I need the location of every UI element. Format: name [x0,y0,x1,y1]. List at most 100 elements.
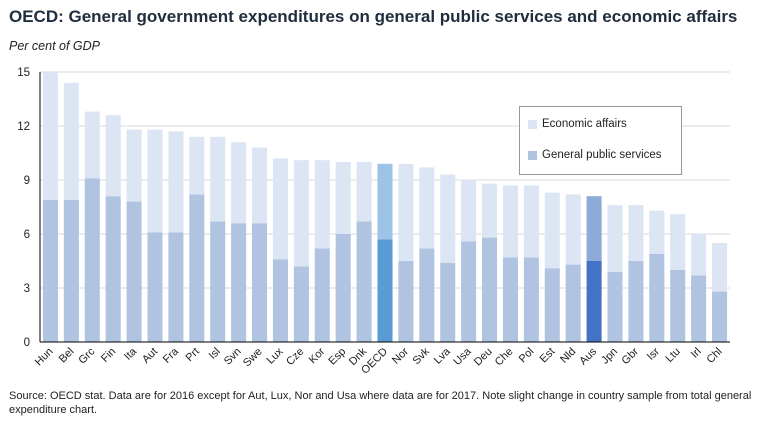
bar-econ-irl [691,234,707,276]
bar-econ-ltu [670,214,686,270]
bar-econ-lux [272,158,288,260]
bar-gps-dnk [356,221,372,342]
bar-gps-nld [565,264,581,342]
y-tick-label-0: 0 [24,337,30,349]
x-tick-label-lva: Lva [432,345,454,367]
bar-gps-chl [712,291,728,342]
bar-gps-grc [84,178,100,342]
bar-gps-deu [482,237,498,342]
x-tick-label-lux: Lux [265,345,286,366]
x-tick-label-gbr: Gbr [620,345,642,367]
bar-gps-pol [523,257,539,342]
bar-gps-aus [586,261,602,342]
legend-swatch-general-public-services [528,150,537,160]
x-tick-label-deu: Deu [472,346,495,369]
x-tick-label-hun: Hun [33,346,56,369]
bar-econ-ita [126,129,142,202]
y-tick-label-6: 6 [24,229,30,241]
bar-gps-aut [147,232,163,342]
bar-gps-irl [691,275,707,342]
bar-econ-chl [712,243,728,292]
x-tick-label-ita: Ita [122,345,140,363]
bar-gps-prt [189,194,205,342]
bar-econ-aus [586,196,602,261]
x-tick-label-nor: Nor [390,345,411,366]
bar-econ-fra [168,131,184,233]
bar-gps-hun [42,199,58,342]
legend-label-economic-affairs: Economic affairs [542,118,627,130]
bar-econ-deu [482,183,498,238]
x-tick-label-kor: Kor [307,345,328,366]
x-tick-label-fra: Fra [161,345,182,366]
bar-gps-isl [210,221,226,342]
bar-gps-fin [105,196,121,342]
x-tick-label-bel: Bel [57,346,77,366]
bar-econ-cze [293,160,309,267]
bar-gps-ltu [670,270,686,342]
bar-econ-aut [147,129,163,233]
x-tick-label-chl: Chl [705,346,725,366]
bar-gps-oecd [377,239,393,342]
bar-gps-usa [461,241,477,342]
x-tick-label-swe: Swe [241,346,265,370]
bar-gps-svk [419,248,435,342]
bar-gps-nor [398,261,414,342]
legend-item-general-public-services: General public services [528,149,662,161]
bar-econ-jpn [607,205,623,272]
bar-econ-pol [523,185,539,258]
bar-econ-dnk [356,162,372,222]
bar-econ-kor [314,160,330,249]
bar-econ-grc [84,111,100,179]
bar-gps-kor [314,248,330,342]
bar-econ-lva [440,174,456,263]
x-tick-label-fin: Fin [99,346,118,365]
bar-gps-jpn [607,271,623,342]
x-tick-label-cze: Cze [284,346,306,368]
x-tick-label-jpn: Jpn [599,346,620,367]
x-tick-label-prt: Prt [184,346,202,364]
x-tick-label-ltu: Ltu [664,346,683,365]
x-tick-label-nld: Nld [558,346,578,366]
bar-econ-usa [461,180,477,242]
bar-gps-fra [168,232,184,342]
y-axis-unit-label: Per cent of GDP [9,39,101,53]
y-tick-label-9: 9 [24,175,30,187]
x-tick-label-usa: Usa [451,345,474,368]
bar-econ-nld [565,194,581,265]
legend-label-general-public-services: General public services [542,149,662,161]
bar-gps-lux [272,259,288,342]
bar-econ-isl [210,136,226,222]
source-note: Source: OECD stat. Data are for 2016 exc… [9,390,752,416]
x-tick-label-che: Che [493,346,516,369]
bar-econ-prt [189,136,205,195]
bar-econ-oecd [377,163,393,240]
chart-legend: Economic affairs General public services [519,106,682,175]
y-tick-label-3: 3 [24,283,30,295]
bar-econ-svk [419,167,435,249]
legend-swatch-economic-affairs [528,119,537,129]
bar-econ-esp [335,162,351,234]
bar-econ-gbr [628,205,644,261]
x-tick-label-est: Est [538,346,558,366]
bar-econ-nor [398,163,414,261]
bar-gps-lva [440,262,456,342]
bar-gps-esp [335,234,351,342]
bar-econ-fin [105,115,121,197]
legend-item-economic-affairs: Economic affairs [528,118,627,130]
bar-gps-svn [231,223,247,342]
x-tick-label-esp: Esp [326,346,348,368]
bar-gps-che [502,257,518,342]
x-tick-label-isl: Isl [207,346,223,362]
bar-gps-gbr [628,261,644,342]
bar-gps-est [544,268,560,342]
y-tick-label-12: 12 [17,121,30,133]
bar-econ-est [544,192,560,269]
bar-econ-swe [252,147,268,224]
bar-econ-bel [63,82,79,200]
x-tick-label-aus: Aus [577,345,599,367]
x-tick-label-svn: Svn [222,346,244,368]
bar-econ-che [502,185,518,258]
bar-econ-hun [42,72,58,200]
bar-gps-cze [293,266,309,342]
